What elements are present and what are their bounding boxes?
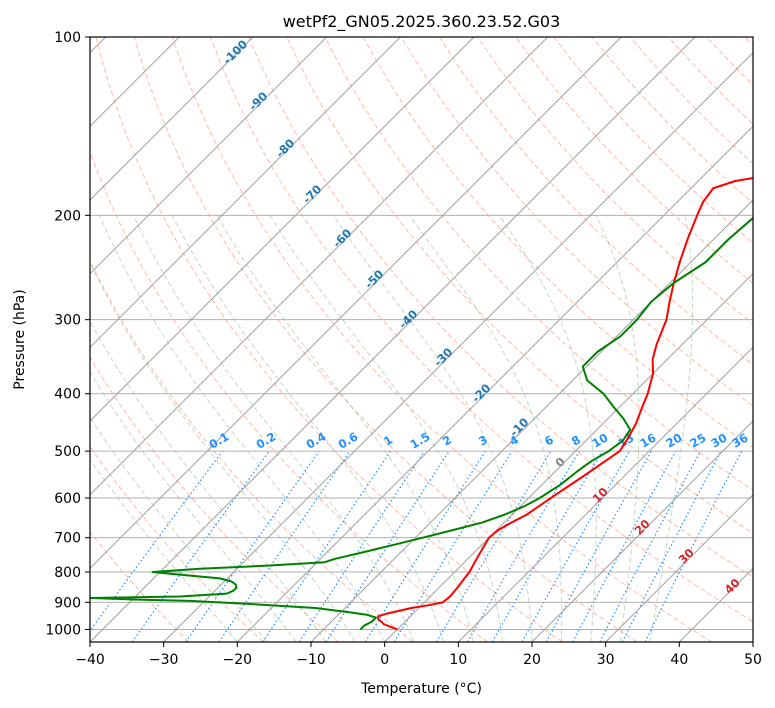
x-tick-label: −40 xyxy=(75,652,105,668)
mixing-ratio-label: 10 xyxy=(590,430,611,450)
y-axis: 100 200 300 400 500 600 700 800 900 1000 xyxy=(45,30,90,638)
dry-adiabats xyxy=(90,37,753,642)
x-axis: −40 −30 −20 −10 0 10 20 30 40 50 xyxy=(75,642,762,668)
isotherm-line xyxy=(90,37,328,275)
dry-adiabat-line xyxy=(90,356,339,642)
sounding-series xyxy=(90,176,753,631)
isotherm-grid xyxy=(90,37,753,642)
y-tick-label: 400 xyxy=(54,387,81,403)
y-tick-label: 100 xyxy=(54,30,81,46)
x-tick-label: 50 xyxy=(744,652,762,668)
moist-adiabat-line xyxy=(90,320,327,642)
dry-adiabat-line xyxy=(210,37,753,623)
mixing-ratio-line xyxy=(325,450,450,642)
isotherm-line xyxy=(163,51,753,642)
y-tick-label: 600 xyxy=(54,491,81,507)
dewpoint-profile-line xyxy=(90,216,753,631)
mixing-ratio-label: 36 xyxy=(730,430,751,450)
x-tick-label: −30 xyxy=(149,652,179,668)
y-tick-label: 200 xyxy=(54,208,81,224)
y-axis-label: Pressure (hPa) xyxy=(12,289,28,389)
y-tick-label: 300 xyxy=(54,313,81,329)
x-tick-label: 40 xyxy=(670,652,688,668)
dry-adiabat-line xyxy=(133,37,638,642)
moist-adiabat-line xyxy=(90,416,268,642)
mixing-ratio-line xyxy=(298,450,425,642)
mixing-ratio-line xyxy=(90,450,223,632)
moist-adiabat-line xyxy=(133,215,415,642)
dry-adiabat-line xyxy=(515,37,753,284)
x-tick-label: 0 xyxy=(380,652,389,668)
y-tick-label: 800 xyxy=(54,565,81,581)
x-axis-label: Temperature (°C) xyxy=(360,681,482,697)
isotherm-line xyxy=(605,493,753,642)
isotherm-line xyxy=(90,37,696,642)
moist-adiabat-line xyxy=(269,215,504,642)
mixing-ratio-label: 16 xyxy=(638,430,659,450)
mixing-ratio-line xyxy=(521,450,631,642)
isotherm-line xyxy=(90,37,254,201)
dry-adiabat-line xyxy=(400,37,753,407)
plot-frame xyxy=(89,36,754,643)
moist-adiabat-line xyxy=(409,215,563,642)
temperature-profile-line xyxy=(377,176,753,631)
dry-adiabat-line xyxy=(95,37,563,642)
isotherm-line xyxy=(90,37,475,422)
y-tick-label: 900 xyxy=(54,595,81,611)
mixing-ratio-line xyxy=(572,450,677,642)
x-tick-label: −20 xyxy=(223,652,253,668)
moist-adiabat-line xyxy=(595,215,640,642)
mixing-ratio-line xyxy=(545,450,653,642)
moist-adiabat-line xyxy=(90,371,297,642)
mixing-ratio-line xyxy=(218,450,351,642)
y-tick-label: 1000 xyxy=(45,622,81,638)
chart-title: wetPf2_GN05.2025.360.23.52.G03 xyxy=(283,12,561,32)
moist-adiabats xyxy=(90,215,694,642)
x-tick-label: 30 xyxy=(597,652,615,668)
mixing-ratio-line xyxy=(644,450,743,642)
dry-adiabat-line xyxy=(90,445,264,642)
isotherm-line xyxy=(384,272,753,642)
mixing-ratio-lines xyxy=(90,450,743,642)
x-tick-label: −10 xyxy=(296,652,326,668)
dry-adiabat-line xyxy=(90,150,488,642)
isotherm-line xyxy=(236,125,753,642)
isotherm-line xyxy=(90,37,549,496)
moist-adiabat-line xyxy=(90,458,238,642)
moist-adiabat-line xyxy=(171,215,445,642)
mixing-ratio-label: 30 xyxy=(709,430,730,450)
dry-adiabat-line xyxy=(171,37,712,642)
isotherm-line xyxy=(90,37,401,349)
moist-adiabat-line xyxy=(498,215,597,642)
dry-adiabat-line xyxy=(439,37,753,366)
isotherm-line xyxy=(457,346,753,642)
isotherm-line xyxy=(531,420,753,642)
x-tick-label: 20 xyxy=(523,652,541,668)
moist-adiabat-line xyxy=(90,261,356,642)
dry-adiabat-line xyxy=(324,37,753,491)
moist-adiabat-line xyxy=(99,215,386,642)
mixing-ratio-line xyxy=(131,450,270,642)
y-tick-label: 700 xyxy=(54,531,81,547)
mixing-ratio-label: 25 xyxy=(688,430,709,450)
y-tick-label: 500 xyxy=(54,444,81,460)
mixing-ratio-line xyxy=(262,450,392,642)
dry-adiabat-line xyxy=(248,37,753,578)
mixing-ratio-line xyxy=(393,450,513,642)
isotherm-line xyxy=(90,37,622,570)
moist-adiabat-line xyxy=(649,215,694,642)
x-tick-label: 10 xyxy=(449,652,467,668)
mixing-ratio-label: 20 xyxy=(664,430,685,450)
mixing-ratio-line xyxy=(185,450,320,642)
